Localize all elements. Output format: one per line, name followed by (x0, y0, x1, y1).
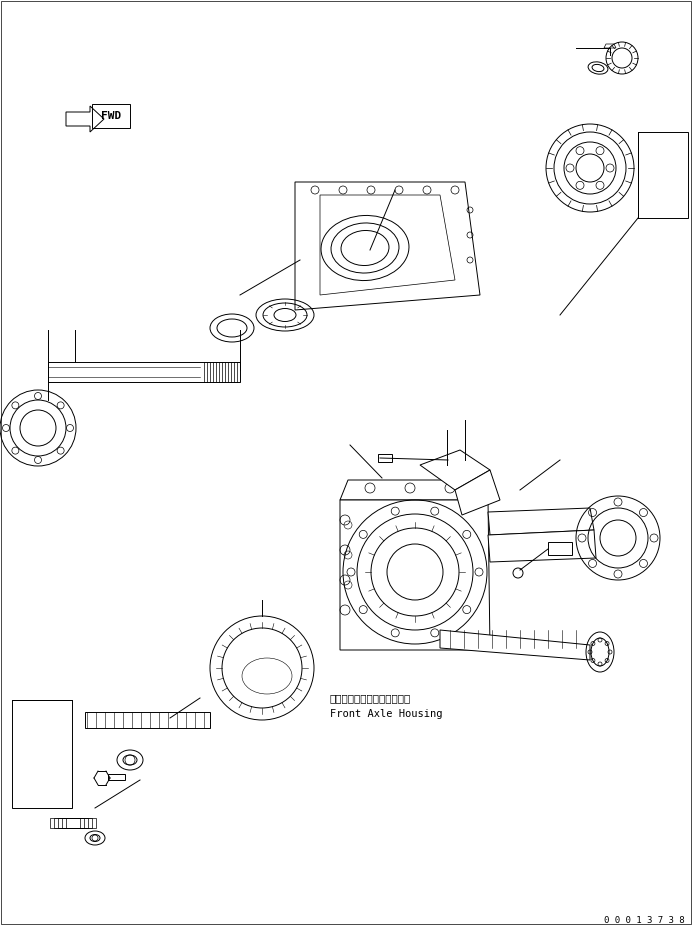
Polygon shape (340, 500, 490, 650)
Polygon shape (488, 530, 596, 562)
Polygon shape (440, 630, 590, 660)
Polygon shape (488, 508, 594, 535)
Text: FWD: FWD (101, 111, 121, 121)
Polygon shape (420, 450, 490, 490)
Text: フロントアクスルハウジング: フロントアクスルハウジング (330, 693, 411, 703)
Polygon shape (340, 480, 488, 500)
Polygon shape (455, 470, 500, 515)
Text: Front Axle Housing: Front Axle Housing (330, 709, 442, 719)
Text: 0 0 0 1 3 7 3 8: 0 0 0 1 3 7 3 8 (604, 916, 685, 925)
